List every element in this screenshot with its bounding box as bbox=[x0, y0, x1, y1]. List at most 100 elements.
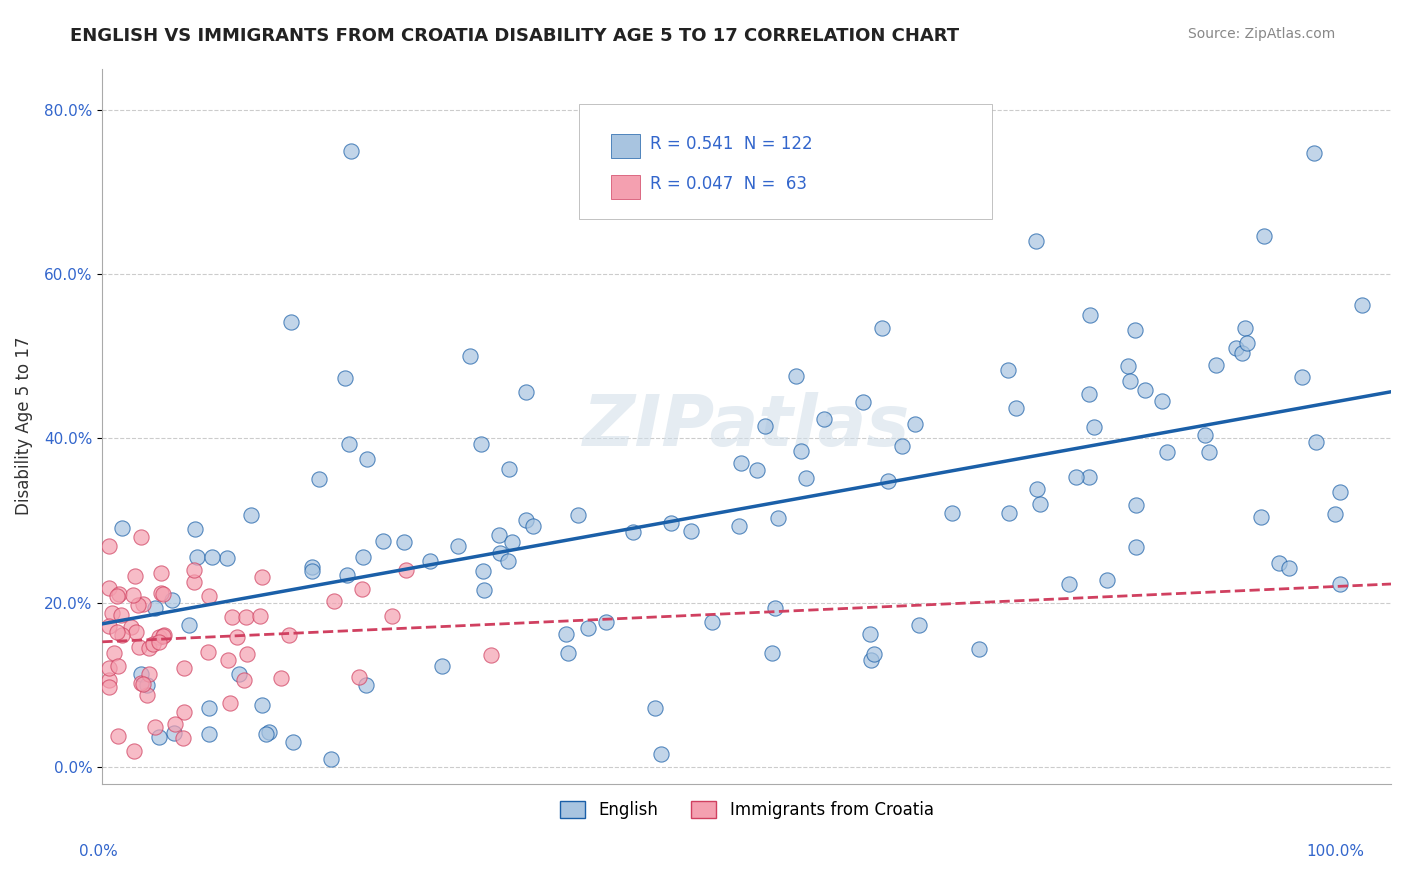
Point bbox=[747, 462, 769, 476]
Point bbox=[998, 506, 1021, 520]
Point bbox=[1253, 229, 1275, 244]
Point bbox=[1028, 497, 1050, 511]
Text: R = 0.047  N =  63: R = 0.047 N = 63 bbox=[650, 176, 807, 194]
Point bbox=[910, 161, 932, 176]
Point bbox=[501, 535, 523, 549]
Point bbox=[254, 726, 277, 740]
Point bbox=[763, 600, 786, 615]
Point bbox=[228, 666, 250, 681]
Point bbox=[941, 506, 963, 520]
Point bbox=[186, 549, 208, 564]
Point bbox=[250, 698, 273, 713]
Point bbox=[124, 568, 146, 582]
Point bbox=[1005, 401, 1028, 415]
Point bbox=[766, 511, 789, 525]
Point bbox=[283, 735, 305, 749]
Point bbox=[891, 439, 914, 453]
Point bbox=[111, 521, 134, 535]
Point bbox=[1234, 321, 1257, 335]
Point bbox=[1232, 346, 1254, 360]
Point bbox=[347, 670, 370, 684]
Point bbox=[280, 315, 302, 329]
Point bbox=[908, 618, 931, 632]
Point bbox=[470, 436, 492, 450]
Text: 100.0%: 100.0% bbox=[1306, 845, 1365, 859]
Point bbox=[121, 588, 143, 602]
Point bbox=[650, 747, 672, 761]
Point bbox=[108, 587, 131, 601]
FancyBboxPatch shape bbox=[612, 175, 640, 199]
Point bbox=[148, 731, 170, 745]
Point bbox=[489, 546, 512, 560]
Point bbox=[172, 731, 194, 746]
Point bbox=[997, 363, 1019, 377]
Point bbox=[595, 615, 617, 629]
Point bbox=[904, 417, 927, 431]
Point bbox=[120, 619, 142, 633]
Point bbox=[472, 564, 495, 578]
Point bbox=[761, 646, 783, 660]
FancyBboxPatch shape bbox=[579, 104, 991, 219]
Point bbox=[97, 673, 120, 687]
Point bbox=[149, 585, 172, 599]
Point bbox=[98, 619, 121, 633]
Point bbox=[278, 628, 301, 642]
Point bbox=[1250, 509, 1272, 524]
Text: R = 0.541  N = 122: R = 0.541 N = 122 bbox=[650, 135, 813, 153]
Point bbox=[373, 533, 395, 548]
Point bbox=[249, 608, 271, 623]
Point bbox=[554, 626, 576, 640]
Point bbox=[872, 321, 894, 335]
Point bbox=[1150, 393, 1173, 408]
Point bbox=[333, 371, 356, 385]
Point bbox=[381, 609, 404, 624]
Point bbox=[1116, 359, 1139, 373]
Point bbox=[1302, 145, 1324, 160]
Point bbox=[730, 456, 752, 470]
Point bbox=[1268, 556, 1291, 570]
Point bbox=[138, 641, 160, 656]
Point bbox=[754, 419, 776, 434]
Point bbox=[235, 609, 257, 624]
Point bbox=[319, 752, 342, 766]
Point bbox=[259, 725, 281, 739]
Point bbox=[97, 680, 120, 694]
Point bbox=[152, 629, 174, 643]
Point bbox=[125, 624, 148, 639]
Legend: English, Immigrants from Croatia: English, Immigrants from Croatia bbox=[553, 794, 941, 825]
Point bbox=[198, 727, 221, 741]
Point bbox=[183, 563, 205, 577]
Point bbox=[107, 659, 129, 673]
Point bbox=[700, 615, 723, 629]
Point bbox=[1119, 375, 1142, 389]
Point bbox=[860, 653, 883, 667]
Point bbox=[150, 566, 173, 581]
Point bbox=[100, 606, 122, 620]
Point bbox=[197, 701, 219, 715]
Point bbox=[236, 648, 259, 662]
Point bbox=[132, 597, 155, 611]
Point bbox=[1236, 335, 1258, 350]
Point bbox=[727, 519, 749, 533]
Point bbox=[98, 581, 121, 595]
Point bbox=[644, 701, 666, 715]
Point bbox=[233, 673, 256, 688]
Point bbox=[110, 607, 132, 622]
Point bbox=[1080, 308, 1102, 322]
Point bbox=[863, 647, 886, 661]
Point bbox=[472, 582, 495, 597]
Point bbox=[105, 589, 128, 603]
Point bbox=[152, 586, 174, 600]
Point bbox=[1077, 387, 1099, 401]
Point bbox=[129, 530, 152, 544]
Point bbox=[122, 744, 145, 758]
Point bbox=[1123, 323, 1146, 337]
Point bbox=[1329, 577, 1351, 591]
Point bbox=[163, 726, 186, 740]
Point bbox=[1225, 341, 1247, 355]
Point bbox=[173, 706, 195, 720]
Point bbox=[153, 628, 176, 642]
Point bbox=[162, 593, 184, 607]
Point bbox=[498, 462, 520, 476]
Point bbox=[340, 144, 363, 158]
